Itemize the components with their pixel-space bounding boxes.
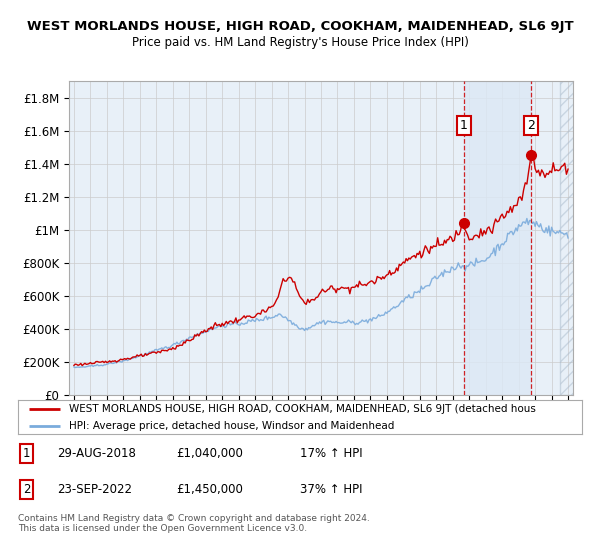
Text: 1: 1 [23, 447, 30, 460]
Text: 23-SEP-2022: 23-SEP-2022 [58, 483, 133, 497]
Bar [560, 81, 576, 395]
Bar [560, 81, 576, 395]
Text: Contains HM Land Registry data © Crown copyright and database right 2024.
This d: Contains HM Land Registry data © Crown c… [18, 514, 370, 534]
Text: WEST MORLANDS HOUSE, HIGH ROAD, COOKHAM, MAIDENHEAD, SL6 9JT: WEST MORLANDS HOUSE, HIGH ROAD, COOKHAM,… [26, 20, 574, 32]
Text: 2: 2 [527, 119, 535, 132]
Text: 2: 2 [23, 483, 30, 497]
Text: 1: 1 [460, 119, 467, 132]
Text: 29-AUG-2018: 29-AUG-2018 [58, 447, 136, 460]
Text: HPI: Average price, detached house, Windsor and Maidenhead: HPI: Average price, detached house, Wind… [69, 421, 394, 431]
Text: Price paid vs. HM Land Registry's House Price Index (HPI): Price paid vs. HM Land Registry's House … [131, 36, 469, 49]
Text: £1,450,000: £1,450,000 [176, 483, 243, 497]
Bar [464, 81, 530, 395]
Bar [560, 81, 576, 395]
Text: WEST MORLANDS HOUSE, HIGH ROAD, COOKHAM, MAIDENHEAD, SL6 9JT (detached hous: WEST MORLANDS HOUSE, HIGH ROAD, COOKHAM,… [69, 404, 536, 414]
Text: 37% ↑ HPI: 37% ↑ HPI [300, 483, 362, 497]
Text: £1,040,000: £1,040,000 [176, 447, 243, 460]
Text: 17% ↑ HPI: 17% ↑ HPI [300, 447, 362, 460]
